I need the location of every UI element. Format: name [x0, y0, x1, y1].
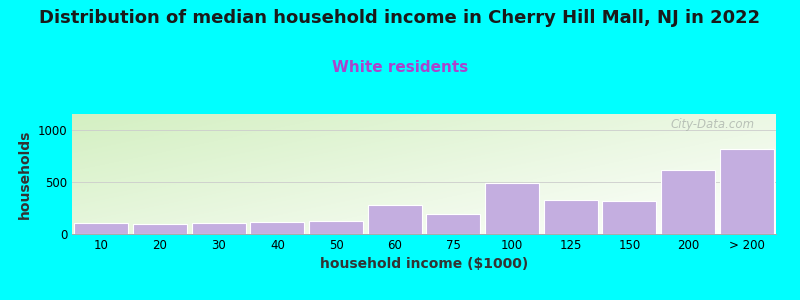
Bar [192, 223, 246, 234]
Bar [74, 223, 128, 234]
Bar [720, 149, 774, 234]
Bar [426, 214, 480, 234]
Y-axis label: households: households [18, 129, 32, 219]
Bar [250, 222, 304, 234]
Bar [485, 183, 539, 234]
Text: Distribution of median household income in Cherry Hill Mall, NJ in 2022: Distribution of median household income … [39, 9, 761, 27]
Bar [368, 205, 422, 234]
Text: City-Data.com: City-Data.com [670, 118, 755, 130]
Bar [309, 221, 363, 234]
Text: White residents: White residents [332, 60, 468, 75]
X-axis label: household income ($1000): household income ($1000) [320, 257, 528, 272]
Bar [661, 170, 715, 234]
Bar [133, 224, 187, 234]
Bar [544, 200, 598, 234]
Bar [602, 201, 656, 234]
